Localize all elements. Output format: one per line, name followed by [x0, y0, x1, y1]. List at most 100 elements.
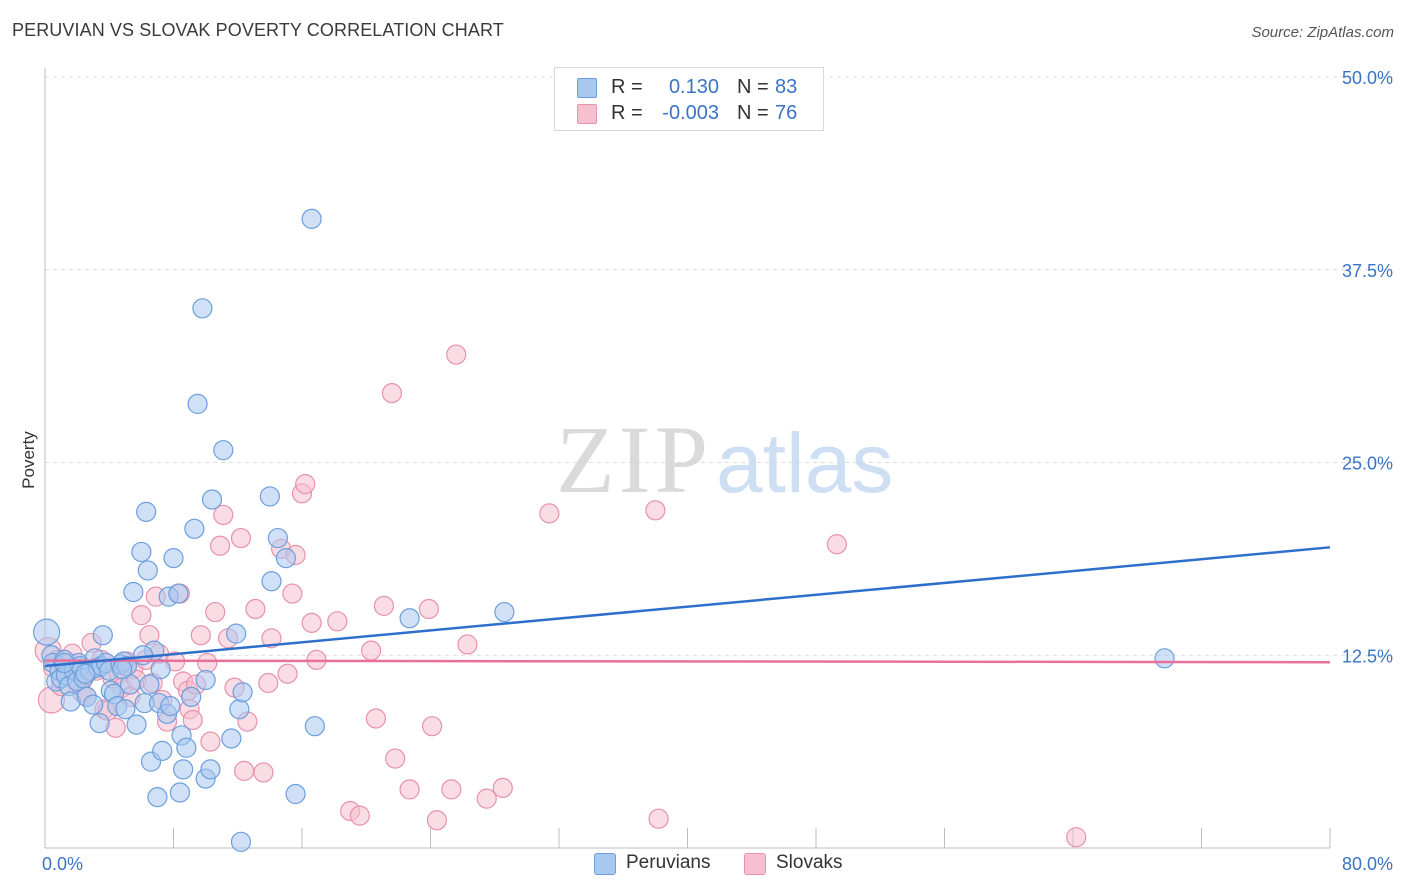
axes — [44, 68, 1331, 849]
slovaks-point — [373, 595, 395, 617]
y-tick-label: 25.0% — [1342, 454, 1393, 474]
slovaks-point — [277, 663, 298, 684]
slovaks-point — [457, 634, 478, 655]
peruvians-point — [173, 759, 194, 780]
peruvians-point — [275, 548, 297, 569]
peruvians-point — [176, 737, 197, 758]
legend-n-value: 76 — [775, 102, 798, 124]
slovaks-point — [182, 709, 203, 731]
peruvians-point — [115, 699, 136, 720]
peruvians-point — [301, 208, 322, 229]
peruvians-point — [285, 783, 306, 805]
peruvians-point — [230, 831, 252, 852]
legend-n-label: N = — [737, 76, 769, 98]
slovaks-point — [190, 625, 211, 646]
slovaks-point — [253, 762, 274, 783]
peruvians-point — [399, 608, 420, 629]
peruvians-point — [261, 571, 282, 592]
watermark: ZIP atlas — [556, 406, 893, 513]
slovaks-point — [365, 708, 386, 729]
slovaks-point — [645, 500, 666, 521]
peruvians-point — [92, 625, 113, 646]
peruvians-point — [75, 663, 96, 684]
slovaks-point — [492, 777, 513, 798]
slovaks-point — [258, 672, 279, 694]
slovaks-point — [441, 779, 462, 800]
peruvians-point — [184, 518, 205, 539]
slovaks-point — [381, 383, 403, 404]
legend-n-value: 83 — [775, 76, 798, 98]
peruvians-point — [213, 440, 234, 461]
slovaks-point — [349, 805, 370, 826]
slovaks-point — [422, 716, 443, 737]
peruvians-point — [226, 623, 247, 644]
slovaks-point — [261, 628, 282, 649]
peruvians-point — [200, 759, 221, 780]
peruvians-point — [195, 669, 216, 691]
peruvians-point — [181, 686, 202, 707]
peruvians-point — [152, 740, 173, 761]
peruvians-point — [229, 699, 250, 720]
slovaks-point — [327, 611, 348, 632]
peruvians-point — [123, 581, 144, 603]
slovaks-point — [234, 760, 255, 782]
peruvians-point — [147, 787, 168, 808]
series-label-slovaks: Slovaks — [776, 852, 843, 873]
peruvians-point — [192, 298, 213, 319]
peruvians-point — [126, 714, 147, 735]
peruvians-point — [83, 694, 104, 715]
peruvians-point — [259, 486, 280, 507]
slovaks-point — [209, 535, 231, 556]
peruvians-trend-line — [44, 546, 1331, 668]
watermark-atlas: atlas — [716, 416, 893, 510]
slovaks-point — [282, 583, 303, 604]
peruvians-point — [304, 716, 325, 737]
slovaks-point — [446, 344, 467, 365]
slovaks-point — [418, 598, 439, 620]
y-axis-title: Poverty — [19, 431, 38, 489]
slovaks-point — [301, 612, 322, 633]
peruvians-point — [137, 560, 158, 581]
slovaks-point — [399, 779, 420, 800]
trend-lines — [44, 546, 1331, 668]
legend-r-label: R = — [611, 76, 643, 98]
chart-title: PERUVIAN VS SLOVAK POVERTY CORRELATION C… — [12, 20, 504, 40]
correlation-legend: R = 0.130 N = 83 R = -0.003 N = 76 — [554, 67, 824, 131]
grid-lines — [45, 76, 1392, 656]
slovaks-point — [426, 810, 448, 831]
peruvians-point — [1154, 648, 1175, 669]
source-credit: Source: ZipAtlas.com — [1251, 24, 1394, 41]
peruvians-point — [187, 393, 208, 415]
peruvians-point — [136, 501, 157, 522]
series-swatch-slovaks — [744, 853, 766, 875]
slovaks-point — [1066, 827, 1087, 848]
peruvians-point — [201, 489, 223, 510]
x-tick-label: 80.0% — [1342, 854, 1393, 874]
peruvians-point — [111, 659, 133, 680]
peruvians-point — [33, 618, 61, 646]
axis-labels: 12.5% 25.0% 37.5% 50.0% 0.0% 80.0% Poverty — [19, 68, 1393, 874]
slovaks-trend-line — [44, 659, 1331, 664]
peruvians-point — [232, 682, 253, 703]
series-swatch-peruvians — [594, 853, 616, 875]
peruvians-point — [169, 782, 191, 803]
y-tick-label: 50.0% — [1342, 68, 1393, 88]
legend-r-label: R = — [611, 102, 643, 124]
peruvians-point — [163, 548, 184, 569]
legend-swatch-slovaks — [577, 104, 597, 124]
peruvians-point — [267, 527, 289, 549]
x-tick-label: 0.0% — [42, 854, 83, 874]
slovaks-point — [213, 504, 234, 526]
legend-r-value: 0.130 — [668, 76, 719, 98]
slovaks-point — [648, 808, 669, 829]
slovaks-point — [131, 605, 152, 626]
peruvians-point — [89, 712, 110, 734]
slovaks-point — [230, 527, 252, 549]
y-tick-label: 37.5% — [1342, 261, 1393, 281]
slovaks-point — [539, 503, 560, 524]
slovaks-point — [476, 788, 497, 809]
peruvians-point — [131, 541, 152, 563]
peruvians-points — [33, 208, 1175, 852]
peruvians-point — [160, 696, 181, 717]
